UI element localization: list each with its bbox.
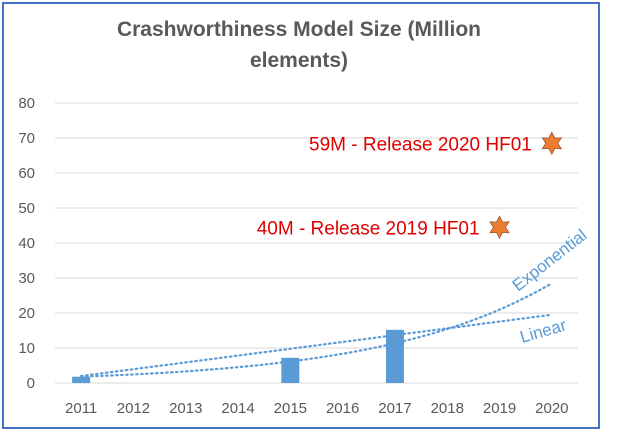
y-tick-label-0: 0 [27,375,35,392]
annotation-label-2020: 59M - Release 2020 HF01 [309,134,532,155]
chart-frame [2,2,600,429]
star-marker-2019 [489,215,510,240]
trendline-label-linear: Linear [518,315,569,346]
x-tick-label-2014: 2014 [221,400,254,417]
chart-title-line-1: Crashworthiness Model Size (Million [116,18,482,41]
y-axis-ticks: 0 10 20 30 40 50 60 70 80 [18,95,35,392]
y-tick-label-80: 80 [18,95,35,112]
annotation-label-2019: 40M - Release 2019 HF01 [257,218,480,239]
x-tick-label-2017: 2017 [378,400,411,417]
bar-2015 [281,357,300,383]
y-tick-label-10: 10 [18,340,35,357]
x-tick-label-2015: 2015 [274,400,307,417]
bar-2017 [385,329,404,383]
x-tick-label-2011: 2011 [65,400,97,417]
chart-title: Crashworthiness Model Size (Million elem… [0,14,598,76]
trendline-exponential [80,282,553,378]
y-tick-label-30: 30 [18,270,35,287]
x-tick-label-2012: 2012 [117,400,150,417]
x-tick-label-2019: 2019 [483,400,516,417]
x-axis-ticks: 2011 2012 2013 2014 2015 2016 2017 2018 2019 2020 [65,400,569,417]
chart-title-line-2: elements) [249,49,349,72]
gridlines [55,102,578,384]
bar-2011 [72,376,91,383]
x-tick-label-2018: 2018 [431,400,464,417]
y-tick-label-60: 60 [18,165,35,182]
y-tick-label-50: 50 [18,200,35,217]
x-tick-label-2013: 2013 [169,400,202,417]
x-tick-label-2016: 2016 [326,400,359,417]
star-marker-2020 [541,131,563,156]
y-tick-label-70: 70 [18,130,35,147]
trendline-linear [80,313,553,378]
x-tick-label-2020: 2020 [535,400,568,417]
y-tick-label-20: 20 [18,305,35,322]
y-tick-label-40: 40 [18,235,35,252]
annotations: 59M - Release 2020 HF01 40M - Release 201… [257,131,563,240]
